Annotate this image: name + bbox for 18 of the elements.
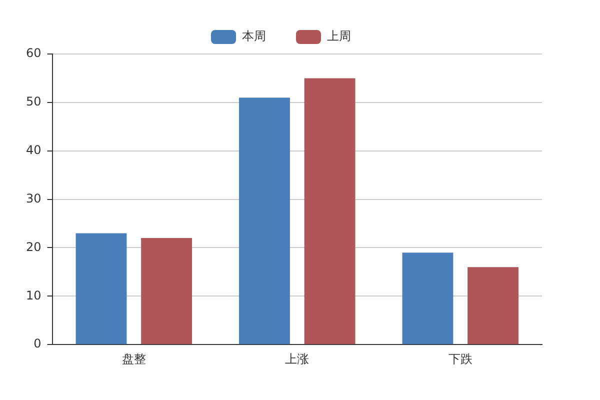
- y-tick-label: 60: [26, 46, 42, 60]
- y-tick-label: 0: [34, 336, 42, 351]
- y-tick-label: 20: [26, 240, 42, 254]
- y-tick-label: 30: [26, 191, 42, 206]
- x-tick-label: 盘整: [122, 352, 146, 366]
- bar: [402, 252, 454, 344]
- legend-label: 上周: [327, 29, 351, 44]
- bar: [468, 267, 518, 344]
- y-tick-label: 50: [26, 94, 42, 109]
- bar: [239, 98, 290, 344]
- x-tick-label: 上涨: [285, 352, 310, 366]
- x-tick-label: 下跌: [448, 352, 472, 366]
- y-tick-label: 10: [26, 288, 42, 302]
- bar: [304, 78, 356, 344]
- y-tick-label: 40: [26, 142, 42, 157]
- bar: [141, 238, 192, 344]
- legend-label: 本周: [242, 29, 266, 44]
- bar: [76, 233, 127, 344]
